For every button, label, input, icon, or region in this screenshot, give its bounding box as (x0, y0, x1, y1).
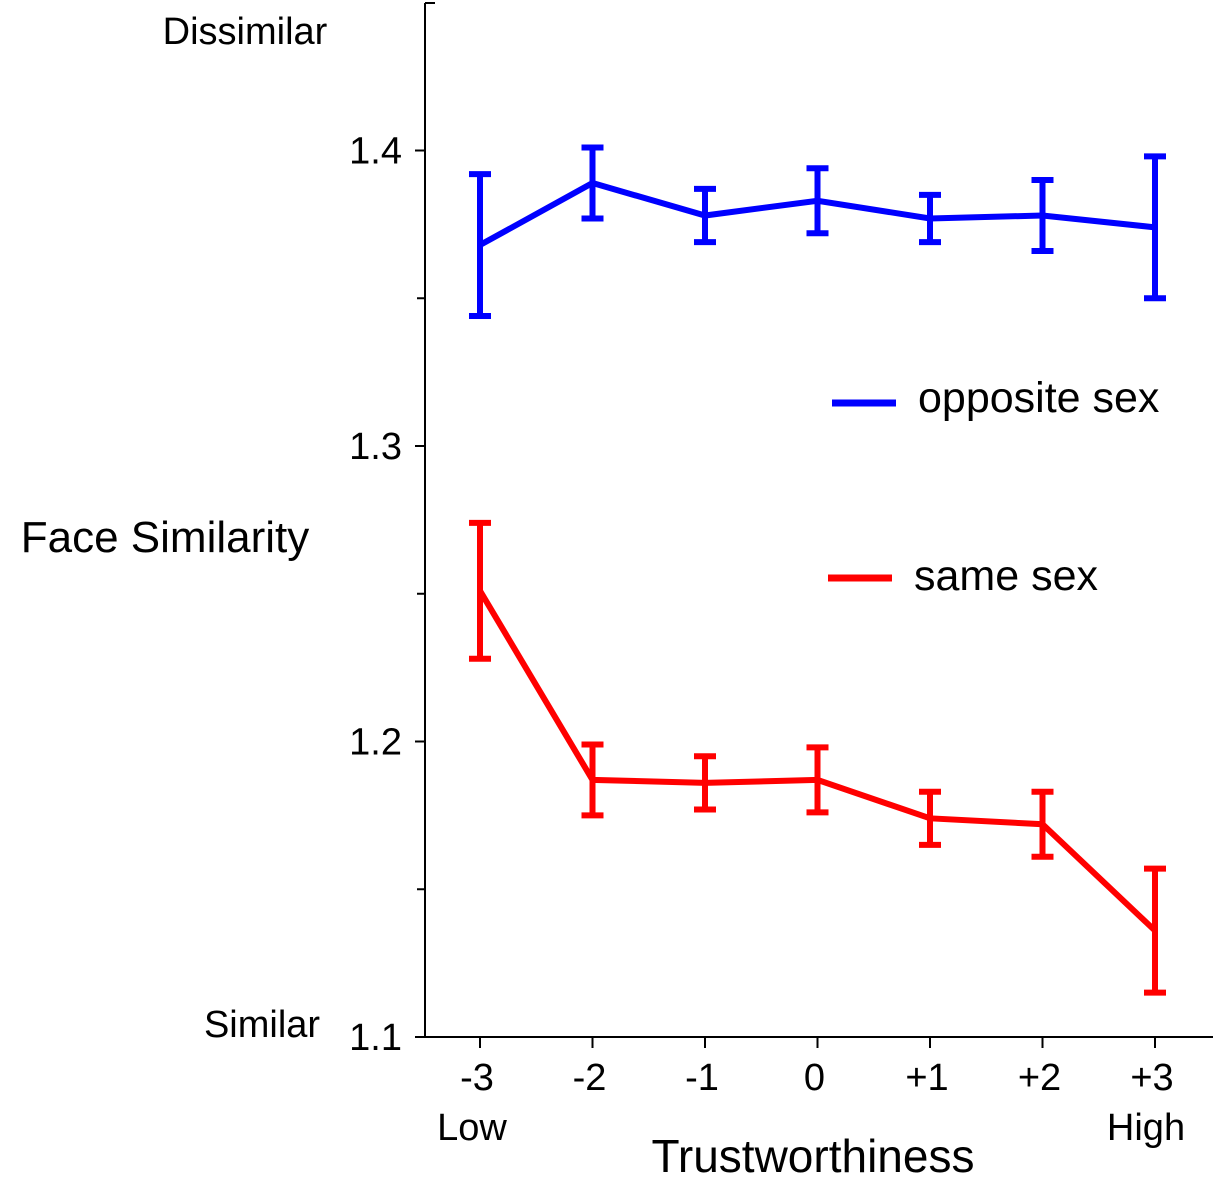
series-layer (469, 144, 1166, 996)
y-tick-label: 1.3 (349, 426, 402, 468)
series-same-sex (469, 519, 1166, 996)
x-high-label: High (1107, 1107, 1185, 1149)
x-tick-label: 0 (804, 1057, 825, 1099)
x-tick-label: +3 (1130, 1057, 1173, 1099)
x-tick-label: +2 (1018, 1057, 1061, 1099)
legend-item: same sex (828, 552, 1099, 600)
series-opposite-sex (469, 144, 1166, 319)
axes: 1.1 1.2 1.3 1.4 -3 -2 -1 0 +1 +2 +3 (349, 2, 1213, 1099)
x-low-label: Low (437, 1107, 507, 1149)
x-tick-label: -2 (573, 1057, 607, 1099)
x-axis-title: Trustworthiness (652, 1130, 975, 1182)
legend-label: same sex (914, 552, 1099, 600)
y-tick-label: 1.2 (349, 722, 402, 764)
y-axis-title: Face Similarity (21, 513, 310, 562)
x-tick-label: -3 (460, 1057, 494, 1099)
legend-label: opposite sex (918, 374, 1160, 422)
y-tick-label: 1.1 (349, 1017, 402, 1059)
y-low-label: Similar (204, 1004, 320, 1046)
y-high-label: Dissimilar (163, 11, 328, 53)
x-tick-label: -1 (685, 1057, 719, 1099)
legend: opposite sex same sex (828, 374, 1160, 600)
y-tick-label: 1.4 (349, 131, 402, 173)
x-tick-label: +1 (905, 1057, 948, 1099)
legend-item: opposite sex (832, 374, 1160, 422)
